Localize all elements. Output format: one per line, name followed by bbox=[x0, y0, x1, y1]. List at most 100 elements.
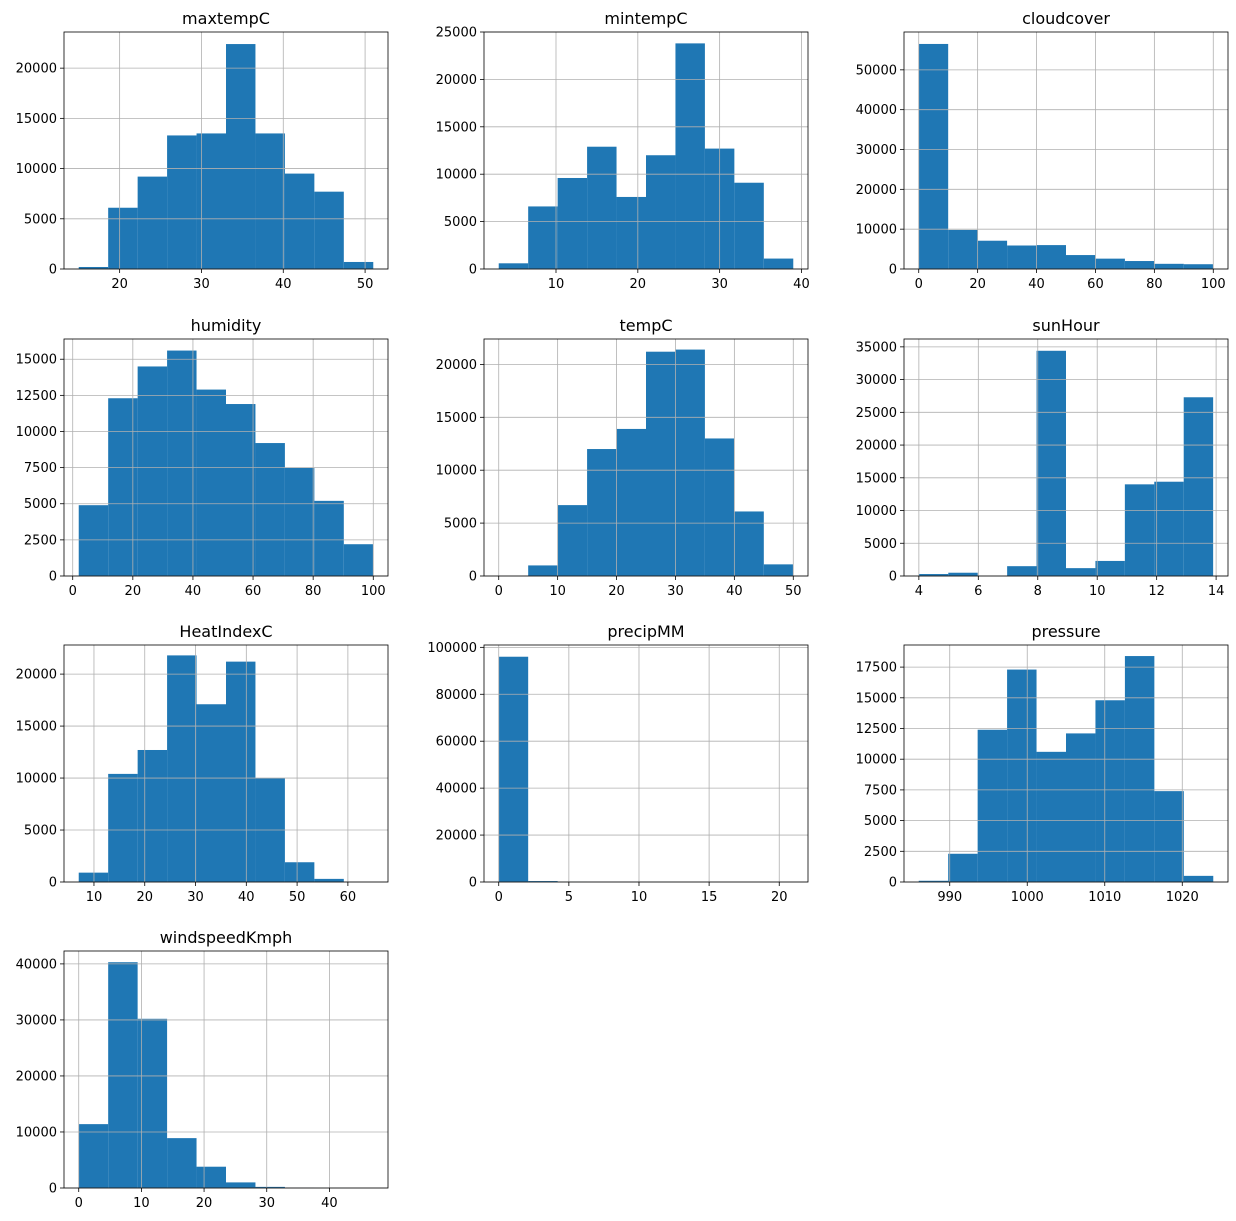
x-tick-label: 30 bbox=[711, 277, 728, 292]
subplot-pressure: 990 1000 1010 1020 0 2500 5000 7500 10000 12500 15… bbox=[856, 622, 1229, 905]
histogram-bar bbox=[1036, 245, 1066, 269]
x-tick-label: 60 bbox=[1087, 277, 1104, 292]
histogram-bar bbox=[167, 1138, 197, 1188]
y-tick-label: 10000 bbox=[856, 223, 897, 238]
y-tick-label: 10000 bbox=[16, 772, 57, 787]
y-tick-label: 0 bbox=[889, 876, 897, 891]
histogram-bar bbox=[1066, 568, 1096, 576]
histogram-bar bbox=[587, 449, 617, 576]
histogram-bar bbox=[314, 878, 344, 882]
x-tick-label: 50 bbox=[785, 584, 802, 599]
x-tick-label: 30 bbox=[667, 584, 684, 599]
x-tick-label: 5 bbox=[565, 890, 573, 905]
y-tick-label: 40000 bbox=[436, 782, 477, 797]
y-tick-label: 5000 bbox=[444, 517, 477, 532]
histogram-bar bbox=[167, 350, 197, 576]
axes-frame bbox=[903, 644, 1229, 883]
histogram-bar bbox=[1183, 264, 1214, 269]
histogram-bar bbox=[226, 44, 256, 269]
histogram-bar bbox=[137, 749, 168, 882]
x-tick-label: 100 bbox=[1201, 277, 1226, 292]
x-tick-label: 15 bbox=[701, 890, 718, 905]
y-tick-label: 60000 bbox=[436, 735, 477, 750]
y-tick-label: 30000 bbox=[856, 373, 897, 388]
y-tick-label: 5000 bbox=[24, 824, 57, 839]
x-tick-label: 40 bbox=[275, 277, 292, 292]
histogram-bar bbox=[1095, 560, 1125, 576]
histogram-bar bbox=[108, 207, 138, 269]
histogram-bar bbox=[196, 704, 226, 882]
histogram-bar bbox=[528, 565, 558, 576]
y-tick-label: 5000 bbox=[444, 215, 477, 230]
axes-frame bbox=[63, 31, 389, 270]
x-tick-label: 100 bbox=[361, 584, 386, 599]
x-tick-label: 40 bbox=[238, 890, 255, 905]
histogram-bar bbox=[226, 661, 256, 882]
x-tick-label: 10 bbox=[133, 1196, 150, 1211]
y-tick-label: 5000 bbox=[864, 814, 897, 829]
subplot-title: humidity bbox=[191, 316, 262, 335]
subplot-precipMM: 0 5 10 15 20 0 20000 40000 60000 80000 100000 preci… bbox=[427, 622, 809, 905]
axes-frame bbox=[63, 950, 389, 1189]
histogram-bar bbox=[616, 196, 646, 269]
histogram-bar bbox=[557, 505, 588, 576]
y-tick-label: 10000 bbox=[16, 425, 57, 440]
y-tick-label: 10000 bbox=[16, 162, 57, 177]
histogram-bar bbox=[734, 511, 764, 576]
y-tick-label: 2500 bbox=[864, 845, 897, 860]
histogram-bar bbox=[284, 173, 315, 269]
histogram-bar bbox=[948, 229, 978, 269]
histogram-bar bbox=[1154, 481, 1184, 576]
histogram-bar bbox=[167, 135, 197, 269]
x-tick-label: 20 bbox=[111, 277, 128, 292]
histogram-bar bbox=[948, 853, 978, 882]
y-tick-label: 20000 bbox=[16, 1069, 57, 1084]
x-tick-label: 0 bbox=[75, 1196, 83, 1211]
histogram-bar bbox=[1007, 245, 1037, 269]
y-tick-label: 20000 bbox=[436, 358, 477, 373]
x-tick-label: 10 bbox=[549, 584, 566, 599]
x-tick-label: 50 bbox=[357, 277, 374, 292]
histogram-bar bbox=[108, 962, 138, 1188]
histogram-bar bbox=[137, 366, 168, 576]
subplot-windspeedKmph: 0 10 20 30 40 0 10000 20000 30000 40000 windspeedK… bbox=[16, 928, 389, 1211]
y-tick-label: 20000 bbox=[436, 73, 477, 88]
y-tick-label: 30000 bbox=[16, 1013, 57, 1028]
x-tick-label: 30 bbox=[258, 1196, 275, 1211]
histogram-bar bbox=[734, 182, 764, 269]
subplot-title: windspeedKmph bbox=[160, 928, 293, 947]
histogram-bar bbox=[314, 500, 344, 576]
histogram-bar bbox=[763, 258, 794, 269]
histogram-bar bbox=[343, 544, 374, 576]
histogram-bar bbox=[1036, 350, 1066, 576]
x-tick-label: 1000 bbox=[1011, 890, 1044, 905]
subplot-title: HeatIndexC bbox=[179, 622, 272, 641]
x-tick-label: 10 bbox=[86, 890, 103, 905]
y-tick-label: 0 bbox=[49, 876, 57, 891]
histogram-bar bbox=[1095, 258, 1125, 269]
y-tick-label: 0 bbox=[49, 1182, 57, 1197]
histogram-bar bbox=[1036, 751, 1066, 882]
histogram-bar bbox=[587, 146, 617, 269]
histogram-bar bbox=[284, 862, 315, 882]
x-tick-label: 50 bbox=[289, 890, 306, 905]
y-tick-label: 25000 bbox=[856, 406, 897, 421]
x-tick-label: 10 bbox=[1089, 584, 1106, 599]
y-tick-label: 0 bbox=[49, 570, 57, 585]
x-tick-label: 6 bbox=[974, 584, 982, 599]
x-tick-label: 60 bbox=[340, 890, 357, 905]
axes-frame bbox=[483, 31, 809, 270]
subplot-mintempC: 10 20 30 40 0 5000 10000 15000 20000 25000 mintemp… bbox=[436, 9, 810, 292]
y-tick-label: 100000 bbox=[427, 641, 477, 656]
histogram-bar bbox=[977, 729, 1008, 882]
histogram-bar bbox=[314, 191, 344, 269]
y-tick-label: 15000 bbox=[16, 112, 57, 127]
histogram-bar bbox=[1124, 261, 1155, 269]
histogram-bar bbox=[1124, 656, 1155, 882]
histogram-bar bbox=[1007, 566, 1037, 576]
histogram-bar bbox=[675, 349, 705, 576]
histogram-bar bbox=[284, 467, 315, 576]
y-tick-label: 7500 bbox=[864, 783, 897, 798]
x-tick-label: 0 bbox=[495, 584, 503, 599]
